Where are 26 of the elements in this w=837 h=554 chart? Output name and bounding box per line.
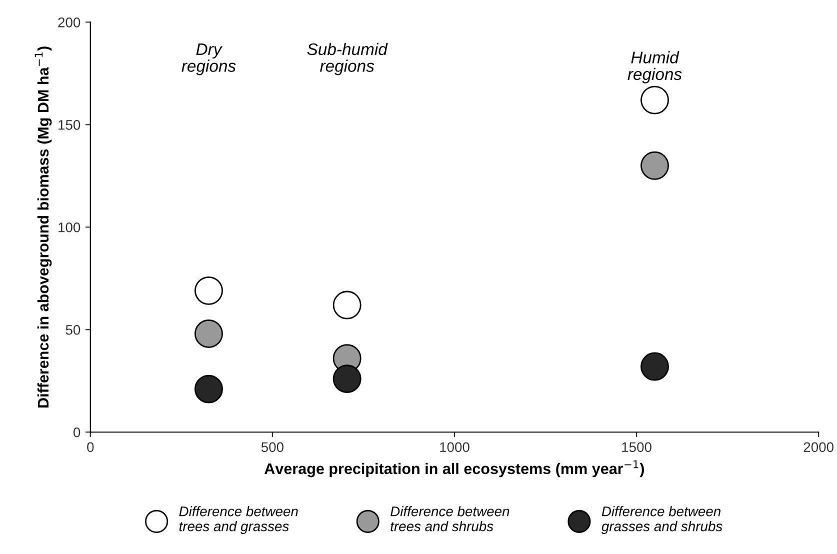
y-tick-label: 150 (58, 120, 80, 130)
x-tick-label: 2000 (804, 442, 834, 452)
y-tick-label: 0 (73, 427, 80, 438)
point (640, 151, 669, 180)
y-axis-title: Difference in aboveground biomass (Mg DM ha$^{−1}$) (34, 46, 52, 408)
point (332, 290, 362, 320)
annotation: Sub-humid regions (307, 42, 388, 76)
point (194, 374, 223, 404)
point (640, 86, 669, 114)
x-tick-label: 1500 (622, 442, 652, 452)
legend-label: Difference between grasses and shrubs (601, 506, 722, 534)
legend-label: Difference between trees and shrubs (390, 506, 510, 532)
x-tick-label: 0 (87, 442, 94, 452)
y-tick-label: 50 (66, 324, 80, 335)
legend-label: Difference between trees and grasses (179, 506, 298, 534)
x-tick-label: 1000 (440, 442, 470, 452)
y-tick-label: 100 (58, 222, 80, 232)
x-tick-label: 500 (261, 442, 284, 452)
point (332, 364, 362, 394)
point (640, 352, 669, 381)
annotation: Dry regions (182, 44, 236, 76)
annotation: Humid regions (628, 51, 682, 84)
x-axis-title: Average precipitation in all ecosystems (mm year$^{−1}$) (264, 460, 644, 478)
point (194, 276, 223, 305)
point (194, 319, 223, 348)
y-tick-label: 200 (58, 17, 80, 28)
